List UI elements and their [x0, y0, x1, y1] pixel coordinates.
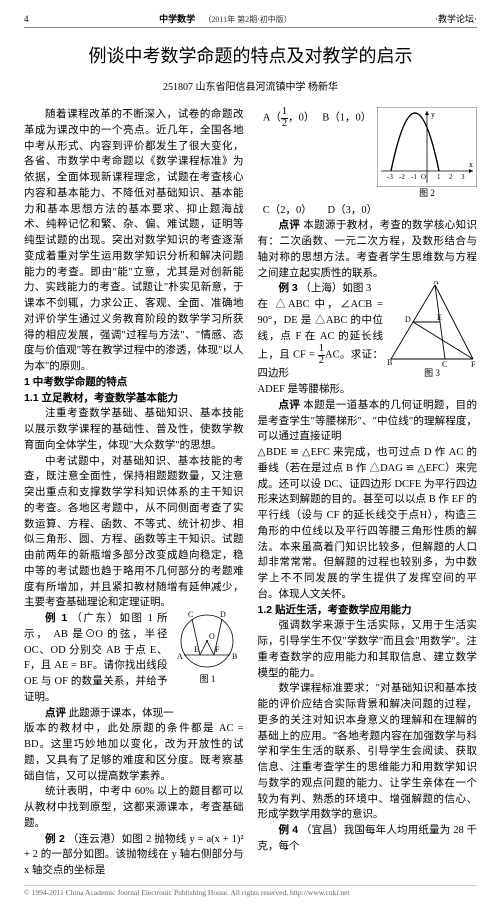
- circle-diagram: C D O E F A B: [172, 611, 244, 673]
- svg-text:D: D: [405, 315, 411, 324]
- ex4-label: 例 4: [279, 824, 299, 836]
- ex1-comment-label: 点评: [45, 707, 66, 719]
- ex3-comment-label: 点评: [279, 399, 301, 411]
- magazine-name: 中学数学: [159, 14, 195, 24]
- svg-text:2: 2: [449, 173, 453, 181]
- svg-text:B: B: [232, 652, 237, 661]
- page: 4 中学数学 （2011年 第2期·初中版） ·教学论坛· 例谈中考数学命题的特…: [0, 0, 501, 905]
- ex3-source: （上海）如图 3: [300, 283, 371, 294]
- s1-1-p1: 注重考查数学基础、基础知识、基本技能以展示数学课程的基础性、普及性，使数学教育面…: [24, 406, 244, 453]
- svg-text:C: C: [442, 360, 447, 367]
- s1-1-p2: 中考试题中，对基础知识、基本技能的考查，既注意全面性，保持相题题数量，又注意突出…: [24, 454, 244, 612]
- svg-text:1: 1: [437, 173, 441, 181]
- svg-text:-3: -3: [387, 173, 393, 181]
- ex2-comment-label: 点评: [279, 219, 301, 231]
- svg-text:F: F: [471, 360, 476, 367]
- svg-text:A: A: [433, 281, 439, 286]
- svg-text:-2: -2: [399, 173, 405, 181]
- stat-paragraph: 统计表明，中考中 60% 以上的题目都可以从教材中找到原型，这都来源课本，考查基…: [24, 784, 244, 831]
- intro-paragraph: 随着课程改革的不断深入，试卷的命题改革成为课改中的一个亮点。近几年，全国各地中考…: [24, 107, 244, 375]
- fig2-caption: 图 2: [377, 187, 477, 201]
- ex3-comment: 点评 本题是一道基本的几何证明题，目的是考查学生"等腰梯形"、"中位线"的理解程…: [258, 398, 478, 445]
- section-1-1-heading: 1.1 立足教材，考查数学基本能力: [24, 391, 244, 407]
- ex3-label: 例 3: [279, 282, 298, 294]
- ex1-label: 例 1: [45, 612, 67, 624]
- figure-2: -3 -2 -1 1 2 3 O x y 图 2: [377, 107, 477, 201]
- section-name: ·教学论坛·: [397, 12, 477, 25]
- ex3-proof: △BDE ≌ △EFC 来完成，也可过点 D 作 AC 的垂线（若在是过点 B …: [258, 445, 478, 603]
- ex2-label: 例 2: [45, 833, 65, 845]
- triangle-diagram: A B D E C F: [387, 281, 477, 367]
- left-column: 随着课程改革的不断深入，试卷的命题改革成为课改中的一个亮点。近几年，全国各地中考…: [24, 107, 244, 879]
- s1-2-p2: 数学课程标准要求："对基础知识和基本技能的评价应结合实际背景和解决问题的过程，更…: [258, 681, 478, 823]
- svg-text:x: x: [469, 160, 473, 169]
- fig1-caption: 图 1: [172, 673, 244, 687]
- svg-text:O: O: [209, 632, 215, 641]
- fig3-caption: 图 3: [387, 367, 477, 381]
- svg-text:D: D: [220, 611, 226, 619]
- svg-text:3: 3: [461, 173, 465, 181]
- example-2: 例 2 （连云港）如图 2 抛物线 y = a(x + 1)² + 2 的一部分…: [24, 832, 244, 879]
- example-4: 例 4 （宜昌）我国每年人均用纸量为 28 千克，每个: [258, 823, 478, 855]
- ex2-comment: 点评 本题源于教材，考查的数学核心知识有：二次函数、一元二次方程，及数形结合与轴…: [258, 218, 478, 281]
- s1-2-p1: 强调数学来源于生活实际，又用于生活实际，引导学生不仅"学数学"而且会"用数学"。…: [258, 618, 478, 681]
- columns: 随着课程改革的不断深入，试卷的命题改革成为课改中的一个亮点。近几年，全国各地中考…: [24, 107, 477, 879]
- svg-text:A: A: [177, 652, 183, 661]
- article-title: 例谈中考数学命题的特点及对教学的启示: [24, 42, 477, 68]
- svg-text:E: E: [437, 313, 442, 322]
- issue-info: （2011年 第2期·初中版）: [203, 15, 291, 24]
- right-column: -3 -2 -1 1 2 3 O x y 图 2 A（12，0） B（1，0） …: [258, 107, 478, 879]
- page-header: 4 中学数学 （2011年 第2期·初中版） ·教学论坛·: [24, 12, 477, 28]
- parabola-chart: -3 -2 -1 1 2 3 O x y: [377, 107, 477, 187]
- footer: © 1994-2011 China Academic Journal Elect…: [24, 885, 477, 897]
- svg-text:E: E: [194, 645, 199, 654]
- svg-text:O: O: [421, 173, 426, 181]
- ex1-comment-2: 版本的教材中，此处原题的条件都是 AC = BD。这里巧妙地加以变化，改为开放性…: [24, 721, 244, 784]
- ex3-text2: ADEF 是等腰梯形。: [258, 382, 478, 398]
- ex1-comment-text: 此题源于课本，体现一: [69, 708, 174, 719]
- ex1-comment: 点评 此题源于课本，体现一: [24, 706, 244, 722]
- author-line: 251807 山东省阳信县河流镇中学 杨新华: [24, 78, 477, 93]
- header-center: 中学数学 （2011年 第2期·初中版）: [54, 12, 397, 25]
- figure-1: C D O E F A B 图 1: [172, 611, 244, 687]
- svg-text:F: F: [215, 645, 220, 654]
- svg-text:y: y: [431, 110, 435, 119]
- page-number: 4: [24, 14, 54, 24]
- section-1-2-heading: 1.2 贴近生活，考查数学应用能力: [258, 603, 478, 619]
- svg-text:-1: -1: [411, 173, 417, 181]
- section-1-heading: 1 中考数学命题的特点: [24, 375, 244, 391]
- svg-text:C: C: [188, 611, 193, 619]
- figure-3: A B D E C F 图 3: [387, 281, 477, 381]
- svg-text:B: B: [387, 358, 392, 367]
